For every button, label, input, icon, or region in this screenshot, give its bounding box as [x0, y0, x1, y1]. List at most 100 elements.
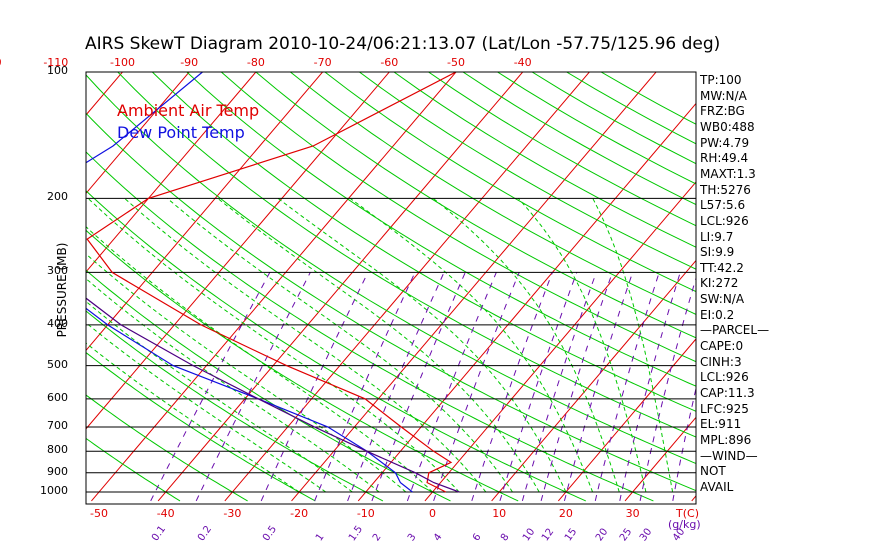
- dry-adiabat-line: [462, 72, 696, 206]
- mixing-ratio-line: [150, 272, 271, 502]
- stability-index-label: KI:272: [700, 276, 739, 291]
- isotherm-line: [758, 53, 870, 501]
- dry-adiabat-line: [86, 151, 654, 502]
- stability-index-label: FRZ:BG: [700, 104, 745, 119]
- temp-tick-top-label: -90: [180, 56, 199, 69]
- dry-adiabat-line: [289, 72, 696, 315]
- stability-index-label: EL:911: [700, 417, 742, 432]
- moist-adiabat-line: [124, 198, 487, 493]
- mixing-ratio-line: [371, 272, 466, 502]
- moist-adiabat-line: [166, 198, 513, 493]
- isotherm-line: [357, 102, 696, 502]
- legend-dew-point-temp: Dew Point Temp: [117, 123, 245, 142]
- mixing-ratio-line: [195, 272, 311, 502]
- pressure-tick-label: 300: [47, 264, 68, 278]
- mixing-ratio-line: [540, 272, 613, 502]
- stability-index-label: TH:5276: [700, 182, 751, 197]
- stability-index-label: TT:42.2: [700, 260, 744, 275]
- stability-index-label: LFC:925: [700, 401, 749, 416]
- isotherm-line: [624, 416, 696, 502]
- dry-adiabat-line: [151, 72, 696, 412]
- dry-adiabat-line: [393, 72, 696, 248]
- stability-index-label: LI:9.7: [700, 229, 734, 244]
- dry-adiabat-line: [427, 72, 696, 227]
- plot-frame: [85, 71, 697, 505]
- isotherm-line: [86, 72, 390, 430]
- mixing-ratio-line: [260, 272, 369, 502]
- pressure-tick-label: 100: [47, 64, 68, 77]
- moist-adiabat-line: [277, 198, 567, 493]
- temp-tick-top-label: -50: [447, 56, 465, 69]
- dry-adiabat-line: [496, 72, 696, 185]
- isotherm-line: [557, 338, 696, 502]
- temp-tick-bottom-label: 20: [558, 507, 573, 520]
- dry-adiabat-line: [86, 112, 696, 492]
- mixing-ratio-line: [594, 272, 660, 502]
- stability-index-label: MPL:896: [700, 432, 752, 447]
- temp-tick-top-label: -120: [0, 56, 9, 69]
- stability-index-label: RH:49.4: [700, 151, 749, 166]
- dry-adiabat-line: [86, 74, 696, 465]
- mixing-ratio-unit-label: (g/kg): [668, 518, 701, 531]
- pressure-tick-label: 800: [47, 443, 68, 457]
- series-line-ambient-air-temp: [86, 72, 457, 493]
- stability-index-label: AVAIL: [700, 479, 734, 494]
- mixing-ratio-line: [639, 276, 696, 502]
- mixing-ratio-line: [406, 272, 497, 502]
- stability-index-label: MAXT:1.3: [700, 166, 756, 181]
- isotherm-line: [491, 259, 696, 502]
- dry-adiabat-line: [358, 72, 696, 270]
- stability-index-label: LCL:926: [700, 370, 749, 385]
- temp-unit-label: T(C): [676, 507, 699, 520]
- moist-adiabat-line: [517, 198, 647, 493]
- dry-adiabat-line: [86, 229, 519, 502]
- pressure-tick-label: 400: [47, 316, 68, 330]
- dry-adiabat-line: [86, 437, 181, 502]
- pressure-tick-label: 1000: [40, 484, 68, 497]
- dry-adiabat-line: [531, 72, 696, 165]
- dry-adiabat-line: [324, 72, 696, 293]
- series-line-parcel: [86, 297, 460, 493]
- mixing-ratio-line: [521, 272, 597, 502]
- isotherm-line: [424, 181, 696, 502]
- series-line-dew-point-temp: [86, 72, 413, 493]
- temp-tick-bottom-label: 10: [492, 507, 507, 520]
- stability-index-label: PW:4.79: [700, 135, 750, 150]
- temp-tick-bottom-label: -10: [356, 507, 375, 520]
- stability-index-label: SW:N/A: [700, 292, 745, 307]
- isotherm-line: [291, 72, 657, 502]
- pressure-tick-label: 900: [47, 464, 68, 478]
- stability-index-label: TP:100: [700, 73, 742, 87]
- dry-adiabat-line: [86, 190, 586, 502]
- temp-tick-bottom-label: -30: [223, 507, 242, 520]
- mixing-ratio-line: [563, 272, 634, 502]
- stability-index-label: MW:N/A: [700, 88, 747, 103]
- dry-adiabat-line: [86, 394, 248, 502]
- dry-adiabat-line: [86, 310, 384, 502]
- stability-index-label: —PARCEL—: [700, 323, 770, 338]
- stability-index-label: NOT: [700, 464, 726, 479]
- stability-index-label: CAP:11.3: [700, 386, 755, 400]
- isotherm-line: [0, 53, 5, 501]
- temp-tick-bottom-label: 0: [429, 507, 436, 520]
- moist-adiabat-line: [349, 197, 594, 493]
- stability-index-label: LCL:926: [700, 213, 749, 228]
- dry-adiabat-line: [186, 72, 696, 387]
- dry-adiabat-line: [86, 351, 316, 502]
- temp-tick-top-label: -40: [513, 56, 532, 69]
- stability-index-label: CAPE:0: [700, 339, 744, 354]
- stability-index-label: L57:5.6: [700, 198, 746, 213]
- isotherm-line: [86, 72, 190, 195]
- pressure-tick-label: 700: [47, 418, 68, 432]
- stability-index-label: SI:9.9: [700, 245, 735, 260]
- pressure-tick-label: 200: [47, 190, 68, 204]
- temp-tick-top-label: -100: [110, 56, 135, 69]
- temp-tick-bottom-label: -20: [290, 507, 309, 520]
- dry-adiabat-line: [255, 72, 696, 339]
- legend-ambient-air-temp: Ambient Air Temp: [117, 101, 260, 120]
- temp-tick-top-label: -80: [246, 56, 265, 69]
- mixing-ratio-line: [619, 272, 681, 502]
- chart-title: AIRS SkewT Diagram 2010-10-24/06:21:13.0…: [85, 34, 721, 54]
- temp-tick-top-label: -110: [43, 56, 69, 69]
